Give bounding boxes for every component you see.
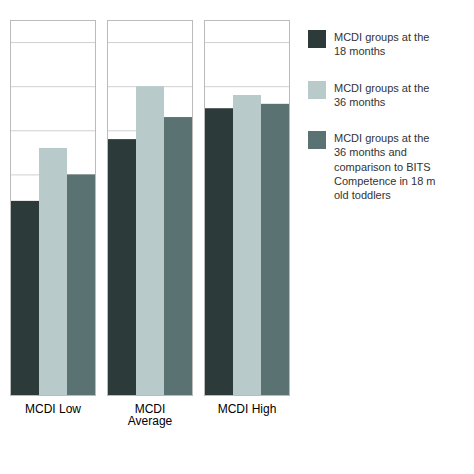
svg-text:MCDI High: MCDI High <box>218 402 277 416</box>
svg-text:MCDI Low: MCDI Low <box>25 402 81 416</box>
svg-text:MCDIAverage: MCDIAverage <box>128 402 173 428</box>
html-text:MCDI groups at the 36 months a: MCDI groups at the 36 months and compari… <box>334 132 436 202</box>
html-text:MCDI groups at the 18 months: MCDI groups at the 18 months <box>334 31 430 58</box>
html-text:MCDI groups at the 36 months: MCDI groups at the 36 months <box>334 81 430 108</box>
